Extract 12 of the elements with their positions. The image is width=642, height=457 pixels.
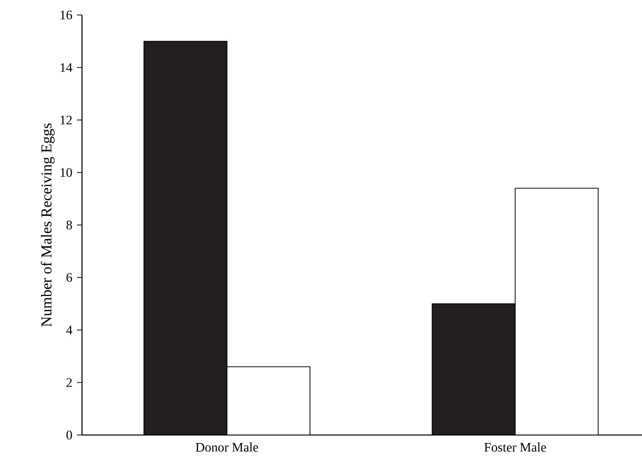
y-tick-label: 14: [60, 63, 72, 72]
y-tick-label: 4: [66, 326, 72, 334]
x-tick-label: Donor Male: [196, 442, 258, 452]
y-axis-title: Number of Males Receiving Eggs: [40, 123, 55, 327]
y-tick-label: 16: [60, 10, 72, 20]
y-tick-label: 10: [60, 168, 72, 177]
y-tick-label: 6: [66, 273, 72, 282]
y-tick-label: 12: [60, 116, 72, 124]
x-tick-label: Foster Male: [484, 442, 546, 452]
y-tick-label: 2: [66, 378, 72, 387]
y-tick-label: 8: [66, 220, 72, 230]
y-tick-label: 0: [66, 430, 72, 440]
